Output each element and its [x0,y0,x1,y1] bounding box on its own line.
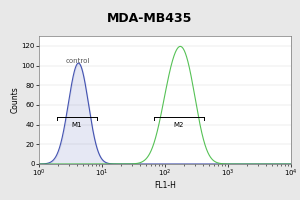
Text: M1: M1 [72,122,82,128]
Text: MDA-MB435: MDA-MB435 [107,12,193,25]
Text: M2: M2 [174,122,184,128]
X-axis label: FL1-H: FL1-H [154,181,176,190]
Text: control: control [65,58,90,64]
Y-axis label: Counts: Counts [11,87,20,113]
